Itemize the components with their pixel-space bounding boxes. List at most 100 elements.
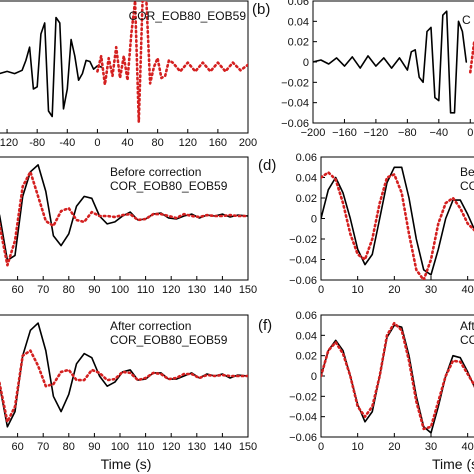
series-solid-line — [0, 16, 102, 118]
x-tick-label: 120 — [162, 441, 180, 453]
y-tick-label: −0.04 — [281, 98, 309, 110]
x-tick-label: −40 — [429, 127, 448, 139]
panel-annotation: CO — [460, 333, 474, 347]
x-tick-label: 130 — [188, 284, 206, 296]
x-tick-label: -120 — [0, 137, 18, 149]
y-tick-label: 0 — [311, 214, 317, 226]
x-tick-label: −120 — [364, 127, 389, 139]
panel-annotation: COR_EOB80_EOB59 — [110, 179, 228, 193]
panel-a: -120 -80 -40 0 40 80 120 160 200 COR_EOB80_EOB59 — [0, 0, 257, 149]
x-tick-label: −160 — [332, 127, 357, 139]
x-tick-label: 20 — [388, 441, 400, 453]
y-tick-label: −0.06 — [281, 118, 309, 130]
panel-e: 60 70 80 90 100 110 120 130 140 150 After correcti… — [0, 314, 257, 453]
series-dotted-line — [321, 321, 474, 431]
y-tick-label: −0.02 — [289, 391, 317, 403]
panel-annotation: After correction — [110, 319, 191, 333]
panel-b: −200 −160 −120 −80 −40 0 −0.06 −0.04 −0.02 0 0.02 0… — [252, 0, 474, 139]
panel-label: (b) — [252, 1, 270, 18]
series-solid-line — [321, 324, 474, 434]
y-tick-label: −0.04 — [289, 412, 317, 424]
panel-annotation: C — [462, 13, 471, 27]
x-tick-label: 10 — [352, 284, 364, 296]
series-group — [0, 164, 248, 267]
x-tick-label: 150 — [239, 441, 257, 453]
y-tick-label: 0.06 — [296, 310, 317, 322]
y-tick-label: 0.06 — [288, 0, 309, 8]
panel-annotation: Be — [460, 165, 474, 179]
panel-c: 60 70 80 90 100 110 120 130 140 150 Before correct… — [0, 156, 257, 296]
y-tick-label: 0 — [311, 371, 317, 383]
y-tick-label: −0.04 — [289, 255, 317, 267]
series-group — [321, 321, 474, 434]
y-tick-label: 0 — [303, 57, 309, 69]
x-tick-label: 110 — [137, 284, 155, 296]
panel-annotation: Aft — [460, 319, 474, 333]
y-tick-label: 0.02 — [296, 351, 317, 363]
x-tick-label: 130 — [188, 441, 206, 453]
plot-frame — [320, 314, 474, 438]
series-group — [321, 166, 474, 280]
x-tick-label: 40 — [462, 284, 474, 296]
x-tick-label: 0 — [318, 441, 324, 453]
series-solid-line — [313, 10, 468, 114]
y-tick-label: −0.06 — [289, 432, 317, 444]
y-tick-label: 0.04 — [296, 330, 317, 342]
x-tick-label: -40 — [59, 137, 75, 149]
series-dotted-line — [96, 1, 248, 124]
panels-group: -120-80-4004080120160200COR_EOB80_EOB59−… — [0, 0, 474, 453]
x-tick-label: −80 — [398, 127, 417, 139]
y-tick-label: 0.04 — [288, 16, 309, 28]
x-tick-label: 120 — [162, 284, 180, 296]
x-tick-label: 140 — [213, 284, 231, 296]
x-tick-label: 10 — [352, 441, 364, 453]
x-tick-label: 100 — [111, 441, 129, 453]
panel-d: 0 10 20 30 40 −0.06 −0.04 −0.02 0 0.02 0.04 0.06 BeC… — [258, 152, 474, 296]
x-tick-label: 40 — [462, 441, 474, 453]
x-tick-label: 90 — [88, 441, 100, 453]
x-tick-label: 80 — [63, 441, 75, 453]
series-dotted-line — [468, 40, 474, 74]
panel-annotation: COR_EOB80_EOB59 — [110, 333, 228, 347]
x-tick-label: 70 — [37, 441, 49, 453]
y-tick-label: 0.04 — [296, 173, 317, 185]
y-tick-label: −0.02 — [289, 234, 317, 246]
series-group — [313, 10, 474, 114]
x-tick-label: 30 — [425, 284, 437, 296]
x-tick-label: 140 — [213, 441, 231, 453]
x-tick-label: 20 — [388, 284, 400, 296]
x-tick-label: 60 — [11, 284, 23, 296]
series-group — [0, 322, 248, 428]
panel-f: 0 10 20 30 40 −0.06 −0.04 −0.02 0 0.02 0.04 0.06 Aft… — [258, 310, 474, 453]
x-tick-label: 60 — [11, 441, 23, 453]
plot-frame — [320, 156, 474, 281]
x-axis-label-left: Time (s) — [101, 456, 152, 472]
panel-annotation: COR_EOB80_EOB59 — [129, 9, 247, 23]
series-group — [0, 1, 248, 124]
x-axis-label-right: Time (s) — [432, 456, 474, 472]
x-tick-label: 80 — [152, 137, 164, 149]
series-solid-line — [321, 166, 474, 276]
x-tick-label: 0 — [467, 127, 473, 139]
x-tick-label: 160 — [209, 137, 227, 149]
plot-frame — [0, 0, 249, 134]
x-tick-label: 70 — [37, 284, 49, 296]
y-tick-label: −0.02 — [281, 77, 309, 89]
x-tick-label: 80 — [63, 284, 75, 296]
panel-label: (f) — [258, 317, 272, 334]
x-tick-label: −200 — [301, 127, 326, 139]
x-tick-label: 90 — [88, 284, 100, 296]
panel-label: (d) — [258, 157, 276, 174]
x-tick-label: -80 — [29, 137, 45, 149]
x-tick-label: 150 — [239, 284, 257, 296]
y-tick-label: −0.06 — [289, 275, 317, 287]
series-dotted-line — [321, 171, 474, 280]
series-dotted-line — [0, 170, 248, 267]
x-tick-label: 0 — [318, 284, 324, 296]
y-tick-label: 0.02 — [296, 193, 317, 205]
x-tick-label: 30 — [425, 441, 437, 453]
x-tick-label: 200 — [239, 137, 257, 149]
y-tick-label: 0.02 — [288, 37, 309, 49]
x-tick-label: 110 — [137, 441, 155, 453]
